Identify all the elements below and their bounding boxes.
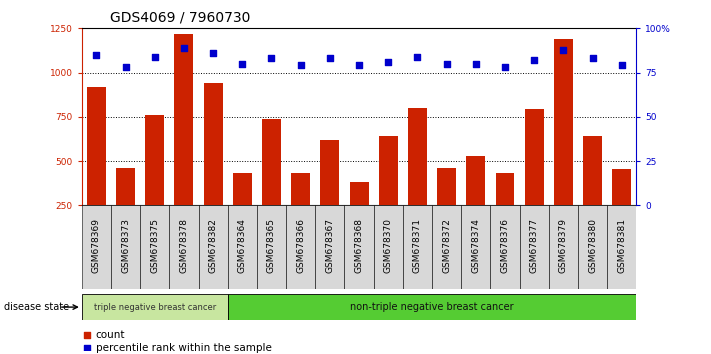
Text: non-triple negative breast cancer: non-triple negative breast cancer [351,302,514,312]
Bar [82,205,111,289]
Text: GSM678372: GSM678372 [442,218,451,273]
Bar [232,173,252,250]
Point [237,61,248,67]
Bar [374,205,403,289]
Point [412,54,423,59]
Text: GSM678366: GSM678366 [296,218,305,273]
Bar [408,108,427,250]
Bar [116,168,135,250]
Text: GSM678380: GSM678380 [588,218,597,273]
Text: GSM678375: GSM678375 [150,218,159,273]
Text: GSM678382: GSM678382 [208,218,218,273]
Text: GSM678369: GSM678369 [92,218,101,273]
Bar [583,136,602,250]
Bar [145,115,164,250]
Text: triple negative breast cancer: triple negative breast cancer [94,303,216,312]
Bar [403,205,432,289]
Bar [321,140,339,250]
Text: GSM678367: GSM678367 [326,218,334,273]
Bar [607,205,636,289]
Bar [292,173,310,250]
Bar [612,169,631,250]
Bar [344,205,374,289]
Bar [174,34,193,250]
Text: GDS4069 / 7960730: GDS4069 / 7960730 [110,11,250,25]
Bar [437,168,456,250]
Bar [228,294,636,320]
Text: GSM678377: GSM678377 [530,218,539,273]
Point [499,64,510,70]
Bar [111,205,140,289]
Text: GSM678374: GSM678374 [471,218,481,273]
Text: percentile rank within the sample: percentile rank within the sample [95,343,272,353]
Text: GSM678379: GSM678379 [559,218,568,273]
Bar [315,205,344,289]
Bar [350,182,368,250]
Bar [140,205,169,289]
Text: GSM678365: GSM678365 [267,218,276,273]
Point [208,50,219,56]
Bar [262,119,281,250]
Point [149,54,161,59]
Bar [549,205,578,289]
Bar [379,136,397,250]
Bar [257,205,286,289]
Bar [432,205,461,289]
Bar [466,156,486,250]
Bar [87,87,106,250]
Point [120,64,132,70]
Text: count: count [95,330,125,339]
Text: GSM678364: GSM678364 [237,218,247,273]
Text: GSM678376: GSM678376 [501,218,510,273]
Bar [228,205,257,289]
Point [324,56,336,61]
Bar [525,109,544,250]
Point [178,45,190,51]
Point [470,61,481,67]
Text: GSM678370: GSM678370 [384,218,392,273]
Text: GSM678378: GSM678378 [179,218,188,273]
Point [295,63,306,68]
Point [557,47,569,52]
Bar [169,205,198,289]
Text: disease state: disease state [4,302,69,312]
Point [383,59,394,65]
Text: GSM678371: GSM678371 [413,218,422,273]
Point [616,63,627,68]
Text: GSM678368: GSM678368 [355,218,363,273]
Point [441,61,452,67]
Point [404,189,415,195]
Bar [491,205,520,289]
Bar [203,83,223,250]
Point [587,56,598,61]
Bar [461,205,491,289]
Bar [496,173,515,250]
Bar [82,294,228,320]
Point [266,56,277,61]
Point [91,52,102,58]
Bar [198,205,228,289]
Text: GSM678373: GSM678373 [121,218,130,273]
Bar [520,205,549,289]
Bar [286,205,315,289]
Point [404,310,415,316]
Text: GSM678381: GSM678381 [617,218,626,273]
Point [528,57,540,63]
Point [353,63,365,68]
Bar [554,39,573,250]
Bar [578,205,607,289]
